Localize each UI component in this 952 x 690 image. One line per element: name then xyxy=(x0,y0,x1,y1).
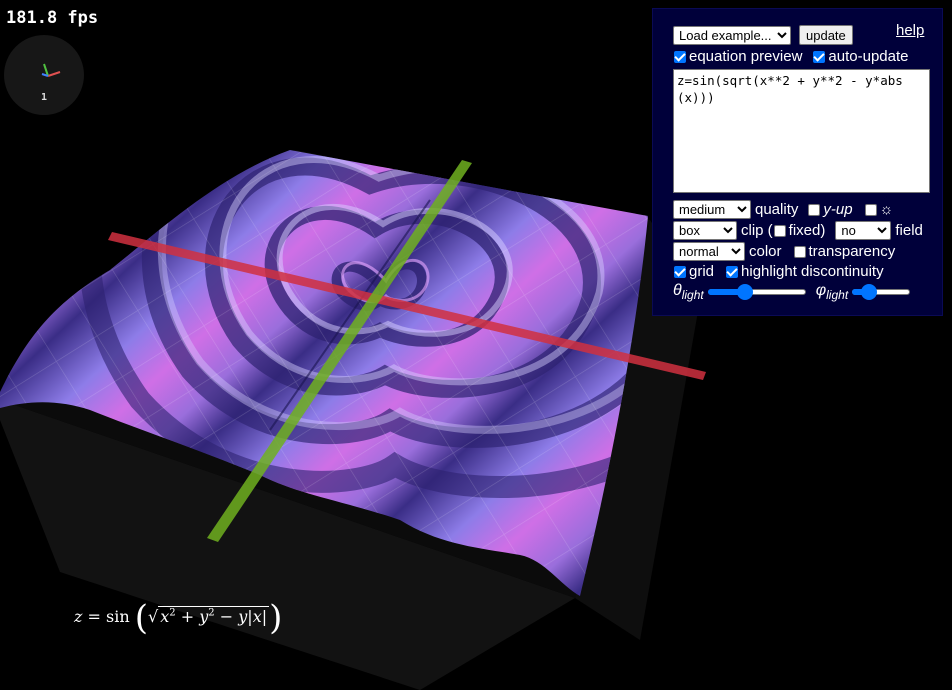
x-axis xyxy=(108,232,706,380)
color-label: color xyxy=(749,243,782,260)
axes-gizmo[interactable]: 1 xyxy=(4,35,84,115)
bounding-box-face xyxy=(0,400,575,690)
grid-checkbox[interactable] xyxy=(674,265,686,278)
theta-light-slider[interactable] xyxy=(707,284,806,301)
highlight-discontinuity-checkbox[interactable] xyxy=(726,265,739,278)
clip-select[interactable]: box xyxy=(673,221,737,240)
quality-select[interactable]: medium xyxy=(673,200,751,219)
slider-thumb[interactable] xyxy=(737,284,754,301)
formula-paren-close: ) xyxy=(269,598,283,638)
formula-fn: sin xyxy=(106,607,130,626)
axes-gizmo-icon xyxy=(41,63,61,77)
field-label: field xyxy=(895,222,923,239)
quality-label: quality xyxy=(755,201,799,218)
help-link[interactable]: help xyxy=(896,22,925,39)
y-axis xyxy=(207,160,472,542)
formula-lhs: z xyxy=(74,607,83,626)
sqrt-icon: √ xyxy=(148,607,159,626)
equation-preview-checkbox[interactable] xyxy=(674,50,686,63)
update-button[interactable]: update xyxy=(799,25,853,45)
axes-gizmo-label: 1 xyxy=(40,92,48,103)
fixed-checkbox[interactable] xyxy=(773,224,786,237)
formula-radicand: x2 + y2 − y|x| xyxy=(158,606,270,626)
formula-paren-open: ( xyxy=(134,598,149,638)
clip-label: clip ( xyxy=(741,222,773,239)
highlight-discontinuity-label: highlight discontinuity xyxy=(741,263,884,280)
slider-thumb[interactable] xyxy=(860,284,877,301)
fps-counter: 181.8 fps xyxy=(6,8,99,28)
equation-preview-label: equation preview xyxy=(689,48,803,65)
equation-input[interactable]: z=sin(sqrt(x**2 + y**2 - y*abs(x))) xyxy=(673,69,930,193)
bounding-box-face xyxy=(575,220,700,640)
phi-light-label: φlight xyxy=(815,282,849,303)
color-select[interactable]: normal xyxy=(673,242,745,261)
grid-label: grid xyxy=(689,263,715,280)
transparency-label: transparency xyxy=(808,243,896,260)
equation-render: z = sin (√ x2 + y2 − y|x|) xyxy=(74,598,282,638)
auto-update-checkbox[interactable] xyxy=(813,50,826,63)
theta-light-label: θlight xyxy=(673,282,704,303)
transparency-checkbox[interactable] xyxy=(793,245,806,258)
y-up-label: y-up xyxy=(823,201,853,218)
phi-light-slider[interactable] xyxy=(852,284,911,301)
auto-update-label: auto-update xyxy=(828,48,909,65)
control-panel: Load example... update help equation pre… xyxy=(652,8,943,316)
sun-icon: ☼ xyxy=(879,201,894,218)
light-checkbox[interactable] xyxy=(864,203,877,216)
fixed-label: fixed) xyxy=(788,222,826,239)
y-up-checkbox[interactable] xyxy=(808,203,821,216)
formula-eq: = xyxy=(87,607,101,626)
field-select[interactable]: no xyxy=(835,221,892,240)
example-select[interactable]: Load example... xyxy=(673,25,791,45)
